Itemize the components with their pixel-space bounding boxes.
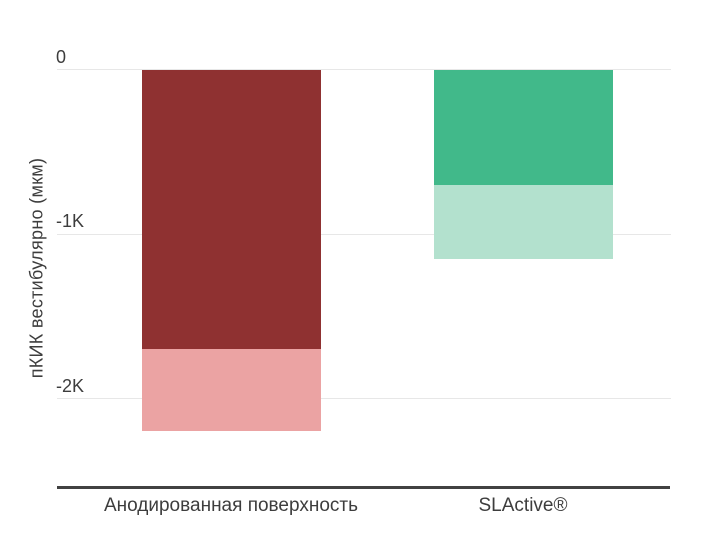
gridline	[57, 233, 671, 235]
y-tick-label: 0	[56, 46, 67, 67]
gridline	[57, 398, 671, 399]
x-category-label: SLActive®	[478, 495, 568, 516]
slactive-light-bar-segment	[433, 184, 613, 259]
y-tick-label: -1K	[56, 211, 85, 231]
x-axis-line	[57, 486, 670, 489]
x-category-label: Анодированная поверхность	[103, 495, 359, 516]
anodized-light-bar-segment	[141, 349, 321, 432]
y-tick-label: -2K	[56, 375, 85, 396]
slactive-main-bar-segment	[433, 69, 613, 185]
gridline	[57, 69, 671, 70]
anodized-main-bar-segment	[141, 69, 321, 350]
y-axis-title: пКИК вестибулярно (мкм)	[26, 157, 47, 379]
